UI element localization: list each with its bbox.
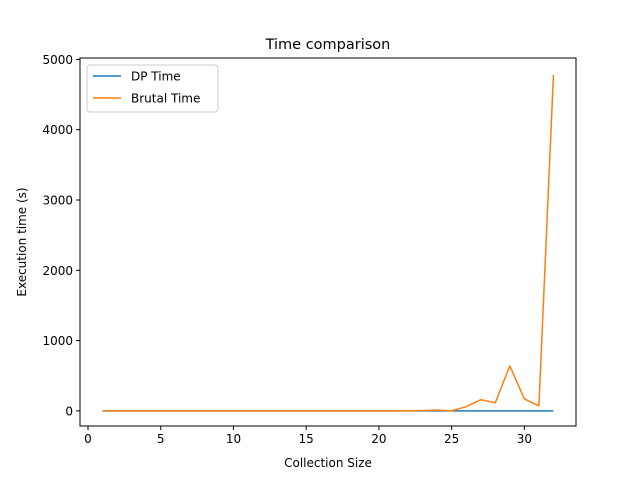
y-tick-label: 2000 xyxy=(42,264,73,278)
series-line-1 xyxy=(102,74,555,412)
x-tick-label: 0 xyxy=(84,432,92,446)
legend: DP Time Brutal Time xyxy=(86,64,219,113)
x-axis-ticks: 0 5 10 15 20 25 30 xyxy=(84,426,532,446)
plot-frame xyxy=(79,57,577,427)
y-tick-label: 0 xyxy=(65,404,73,418)
chart-title: Time comparison xyxy=(265,37,391,53)
x-tick-label: 15 xyxy=(299,432,314,446)
x-tick-label: 30 xyxy=(517,432,532,446)
series-layer xyxy=(102,74,555,412)
x-axis-label: Collection Size xyxy=(284,456,372,470)
x-tick-label: 25 xyxy=(444,432,459,446)
x-tick-label: 10 xyxy=(226,432,241,446)
legend-label-0: DP Time xyxy=(131,70,181,84)
y-tick-label: 3000 xyxy=(42,193,73,207)
y-tick-label: 5000 xyxy=(42,53,73,67)
x-tick-label: 5 xyxy=(157,432,165,446)
y-tick-label: 4000 xyxy=(42,123,73,137)
y-axis-ticks: 0 1000 2000 3000 4000 5000 xyxy=(42,53,80,418)
legend-label-1: Brutal Time xyxy=(131,92,200,106)
y-tick-label: 1000 xyxy=(42,334,73,348)
x-tick-label: 20 xyxy=(371,432,386,446)
y-axis-label: Execution time (s) xyxy=(15,187,29,296)
